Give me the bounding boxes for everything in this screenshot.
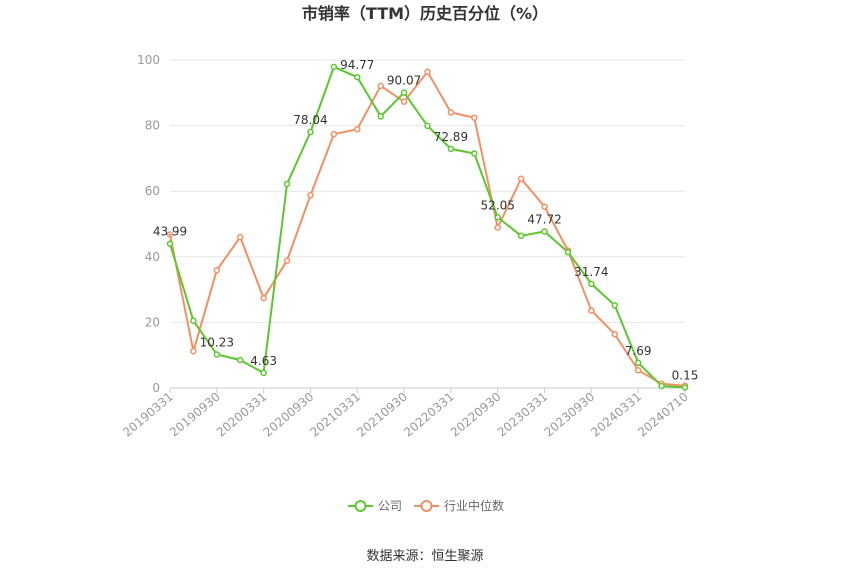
data-point [494, 214, 501, 221]
series-line-1 [169, 70, 686, 387]
data-point [494, 224, 501, 231]
data-point [611, 302, 619, 309]
data-label: 90.07 [387, 74, 421, 88]
x-axis: 2019033120190930202003312020093020210331… [120, 387, 691, 440]
data-labels: 43.99 10.23 4.63 78.04 94.77 90.07 72.89 52.05 4… [153, 58, 699, 382]
data-label: 0.15 [672, 369, 699, 383]
y-tick-label: 80 [145, 119, 160, 133]
chart-title: 市销率（TTM）历史百分位（%） [302, 4, 548, 23]
y-tick-label: 40 [145, 250, 160, 264]
x-tick-label: 20230331 [495, 390, 551, 440]
y-tick-label: 60 [145, 184, 160, 198]
data-point [354, 125, 361, 133]
data-label: 31.74 [574, 265, 608, 279]
data-point [541, 228, 548, 235]
data-point [541, 203, 548, 210]
x-tick-label: 20200331 [214, 390, 270, 440]
data-point [330, 130, 338, 138]
data-point [447, 145, 455, 153]
data-point [307, 191, 314, 199]
data-point [236, 233, 244, 241]
x-tick-label: 20200930 [261, 390, 317, 440]
data-point [377, 82, 384, 90]
legend-label-1: 行业中位数 [444, 498, 504, 513]
data-point [634, 367, 642, 374]
data-point [471, 114, 478, 121]
data-point [517, 232, 525, 240]
series-line-0 [169, 65, 686, 389]
y-tick-label: 20 [145, 315, 160, 329]
data-point [190, 317, 197, 325]
data-point [588, 307, 595, 314]
data-point [447, 109, 455, 116]
data-point [424, 68, 431, 76]
data-point [283, 257, 291, 264]
series-lines [169, 65, 686, 389]
data-point [213, 266, 221, 274]
data-point [354, 73, 361, 81]
data-point [283, 180, 291, 188]
data-point [634, 359, 642, 367]
data-label: 72.89 [434, 130, 468, 144]
x-tick-label: 20240710 [635, 390, 691, 440]
data-point [400, 98, 408, 105]
legend-marker-0 [354, 500, 367, 512]
data-label: 43.99 [153, 225, 187, 239]
x-tick-label: 20210331 [307, 390, 363, 440]
data-point [564, 248, 572, 256]
x-tick-label: 20210930 [354, 390, 410, 440]
data-label: 52.05 [481, 198, 515, 212]
y-tick-label: 0 [152, 381, 160, 395]
legend-marker-1 [420, 500, 433, 512]
x-tick-label: 20190331 [120, 390, 176, 440]
data-point [190, 348, 197, 355]
data-point [517, 175, 525, 182]
data-point [588, 280, 595, 288]
data-label: 10.23 [200, 335, 234, 349]
x-tick-label: 20190930 [167, 390, 223, 440]
y-axis: 0 20 40 60 80 100 [137, 53, 160, 395]
data-label: 4.63 [250, 354, 277, 368]
y-tick-label: 100 [137, 53, 160, 67]
data-point [681, 384, 689, 391]
data-point [166, 231, 174, 238]
grid [170, 59, 685, 323]
x-tick-label: 20230930 [542, 390, 598, 440]
legend-label-0: 公司 [378, 499, 402, 513]
data-point [213, 351, 221, 358]
data-point [400, 89, 408, 96]
data-point [166, 240, 174, 247]
legend[interactable]: 公司 行业中位数 [348, 498, 504, 513]
source-note: 数据来源：恒生聚源 [366, 549, 483, 564]
data-point [260, 294, 267, 302]
x-tick-label: 20220930 [448, 390, 504, 440]
data-point [260, 369, 267, 377]
data-label: 47.72 [527, 212, 561, 226]
data-label: 78.04 [293, 113, 327, 127]
data-point [307, 128, 314, 136]
data-point [377, 113, 384, 120]
data-point [611, 330, 619, 338]
data-point [471, 150, 478, 157]
data-label: 7.69 [625, 344, 652, 358]
x-tick-label: 20240331 [588, 390, 644, 440]
series-points [166, 63, 689, 391]
data-point [424, 122, 431, 130]
data-label: 94.77 [340, 58, 374, 72]
data-point [330, 63, 338, 71]
data-point [236, 356, 244, 364]
x-tick-label: 20220331 [401, 390, 457, 440]
data-point [658, 382, 665, 390]
